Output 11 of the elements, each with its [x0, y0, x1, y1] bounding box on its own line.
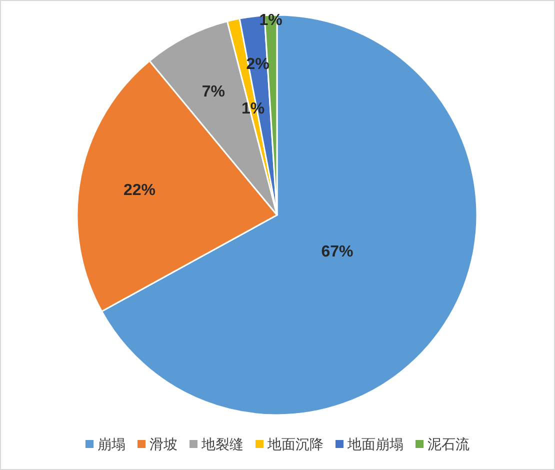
data-label: 67% — [321, 244, 354, 261]
legend-label: 地面沉降 — [266, 436, 324, 452]
legend-label: 泥石流 — [428, 436, 470, 452]
data-label: 22% — [123, 182, 156, 199]
data-label: 1% — [241, 100, 265, 118]
legend-label: 地裂缝 — [200, 436, 244, 452]
data-label: 1% — [259, 12, 282, 30]
data-label: 7% — [202, 83, 226, 100]
legend-label: 地面崩塌 — [346, 436, 404, 452]
legend-label: 滑坡 — [150, 436, 178, 452]
legend-label: 崩塌 — [98, 436, 126, 452]
